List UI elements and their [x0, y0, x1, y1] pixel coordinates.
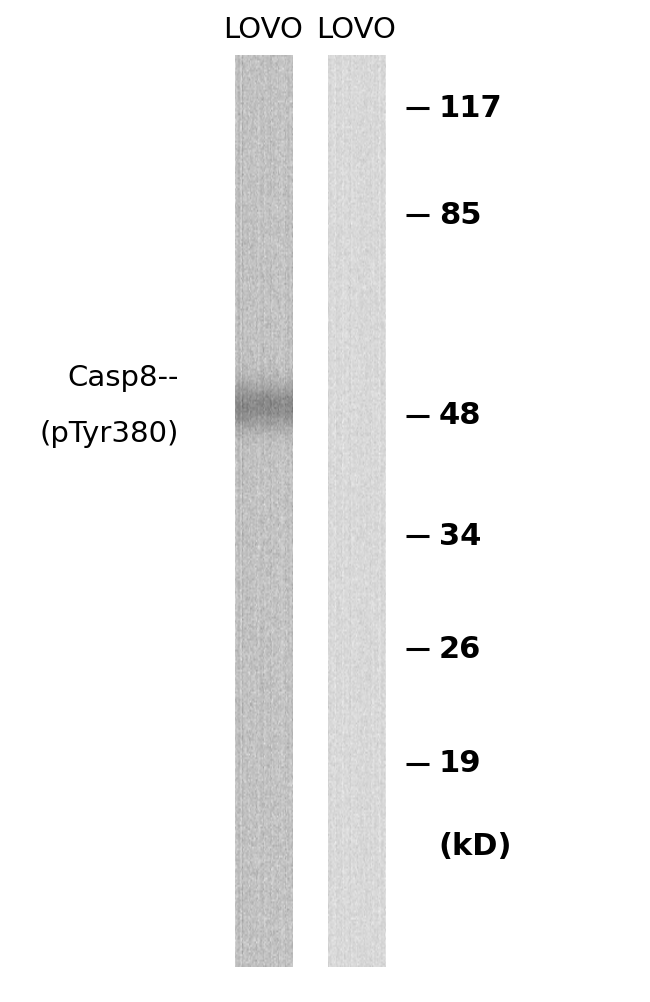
Text: LOVO: LOVO [224, 16, 303, 44]
Text: 117: 117 [439, 94, 502, 122]
Text: 48: 48 [439, 402, 481, 430]
Text: 85: 85 [439, 201, 481, 229]
Text: Casp8--: Casp8-- [68, 364, 179, 392]
Text: (pTyr380): (pTyr380) [40, 420, 179, 448]
Text: 19: 19 [439, 749, 482, 778]
Text: 26: 26 [439, 635, 481, 663]
Text: 34: 34 [439, 522, 481, 550]
Text: (kD): (kD) [439, 833, 512, 861]
Text: LOVO: LOVO [317, 16, 396, 44]
